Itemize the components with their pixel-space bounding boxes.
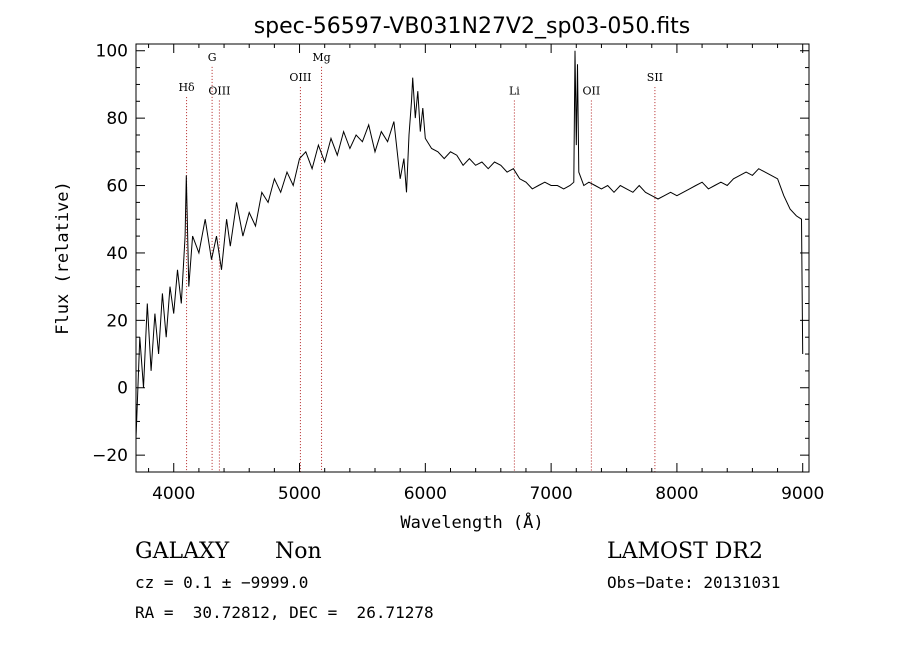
x-tick-label: 6000	[404, 484, 447, 504]
y-tick-label: 100	[96, 42, 128, 62]
x-tick-label: 4000	[152, 484, 195, 504]
x-tick-label: 5000	[278, 484, 321, 504]
spectral-line-label: OIII	[208, 85, 230, 98]
y-axis-label: Flux (relative)	[53, 181, 73, 335]
y-tick-label: 20	[106, 311, 128, 331]
x-tick-label: 7000	[529, 484, 572, 504]
plot-frame	[135, 43, 810, 473]
spectral-line-label: Li	[509, 85, 520, 98]
spectral-line-label: G	[208, 51, 217, 64]
redshift-value: cz = 0.1 ± −9999.0	[135, 573, 309, 592]
spectral-line-label: OIII	[289, 71, 311, 84]
chart-title: spec-56597-VB031N27V2_sp03-050.fits	[254, 14, 691, 39]
observation-date: Obs−Date: 20131031	[607, 573, 781, 592]
y-tick-label: 80	[106, 109, 128, 129]
object-subclass: Non	[275, 539, 322, 564]
spectral-line-label: Mg	[312, 51, 330, 64]
y-tick-label: 60	[106, 177, 128, 197]
axis-ticks: 4000 5000 6000 7000 8000 9000 −20 0 20 40 60 80 100	[92, 42, 824, 504]
x-axis-label: Wavelength (Å)	[400, 511, 543, 533]
x-tick-label: 8000	[655, 484, 698, 504]
spectrum-series-line	[135, 50, 804, 439]
spectral-line-label: OII	[583, 85, 601, 98]
x-tick-label: 9000	[781, 484, 824, 504]
y-tick-label: 0	[117, 379, 128, 399]
survey-name: LAMOST DR2	[607, 539, 763, 564]
object-class: GALAXY	[135, 539, 230, 564]
y-tick-label: −20	[92, 446, 128, 466]
y-tick-label: 40	[106, 244, 128, 264]
spectral-line-label: Hδ	[178, 81, 195, 94]
spectral-line-label: SII	[647, 71, 663, 84]
coordinates: RA = 30.72812, DEC = 26.71278	[135, 603, 434, 622]
